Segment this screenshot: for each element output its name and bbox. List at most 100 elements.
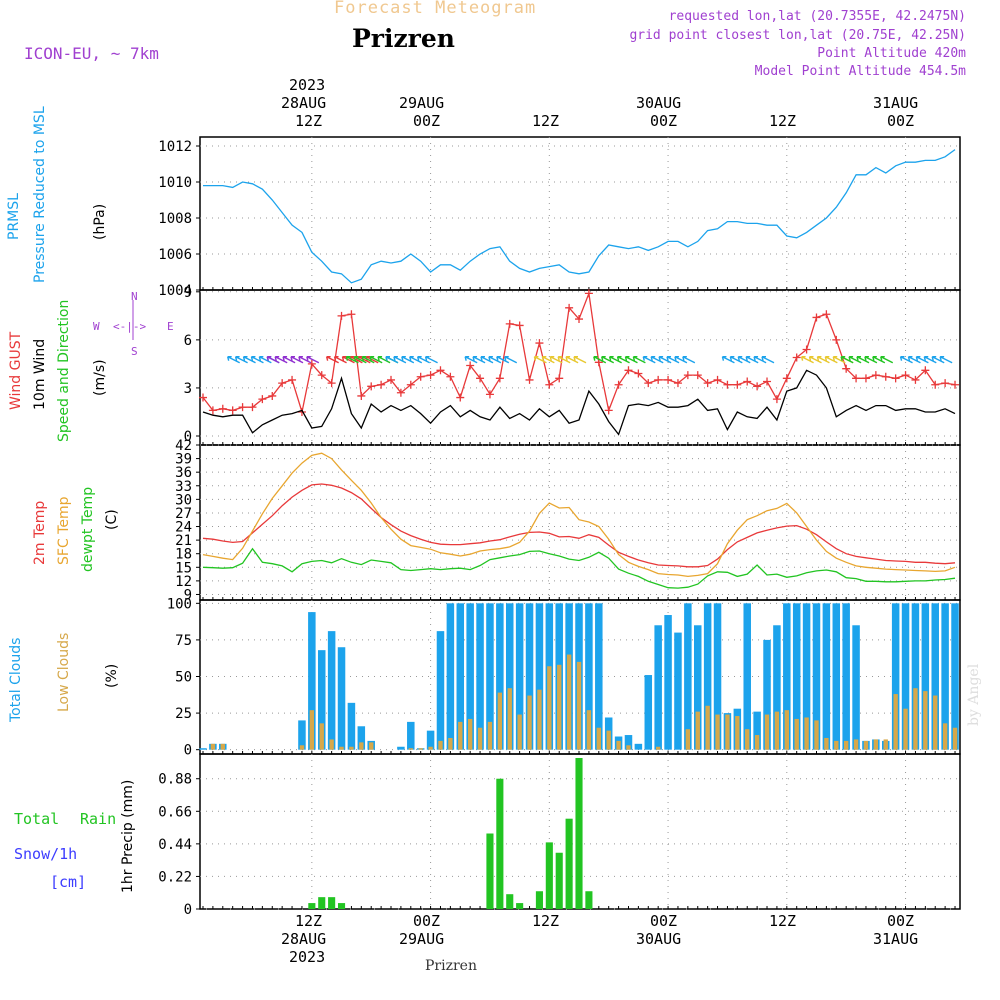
cloud-low-bar <box>448 737 453 750</box>
wind-arrow <box>745 355 759 364</box>
cloud-low-bar <box>428 746 433 750</box>
wind-arrow <box>325 355 339 364</box>
gust-marker <box>703 379 712 388</box>
wind-arrow <box>642 355 656 364</box>
tick-label-pressure: 1010 <box>158 175 192 191</box>
tick-label-precip: 0.22 <box>158 869 192 885</box>
wind-arrow <box>361 355 375 364</box>
cloud-total-bar <box>446 603 455 750</box>
cloud-total-bar <box>624 735 633 750</box>
cloud-low-bar <box>557 664 562 750</box>
cloud-total-bar <box>773 625 781 750</box>
gust-marker <box>199 393 207 402</box>
precip-bar <box>585 891 593 909</box>
top-hour-12z-3: 12Z <box>769 112 797 130</box>
gust-marker <box>812 313 821 322</box>
gust-marker <box>861 374 870 383</box>
cloud-low-bar <box>517 714 522 750</box>
cloud-total-bar <box>921 603 930 750</box>
cloud-low-bar <box>477 727 483 750</box>
cloud-low-bar <box>319 723 324 750</box>
wind-gust-label: Wind GUST <box>8 331 24 410</box>
cloud-total-bar <box>466 603 474 750</box>
cloud-low-bar <box>834 740 839 750</box>
cloud-total-bar <box>515 603 524 750</box>
cloud-low-bar <box>844 740 849 750</box>
tick-label-clouds: 100 <box>167 596 192 612</box>
cloud-total-bar <box>852 625 860 750</box>
tick-label-precip: 0 <box>184 902 192 918</box>
wind-arrow <box>472 355 486 364</box>
cloud-low-bar <box>695 711 700 750</box>
cloud-total-bar <box>317 650 326 750</box>
cloud-total-bar <box>703 603 712 750</box>
wind-arrow <box>504 355 518 364</box>
gust-marker <box>327 379 336 388</box>
compass-symbol: <-|-> <box>113 320 147 333</box>
top-day-31aug: 31AUG <box>873 94 919 112</box>
cloud-total-bar <box>308 612 316 750</box>
gust-marker <box>891 374 900 383</box>
cloud-total-bar <box>496 603 504 750</box>
series-line-10m-wind <box>202 369 956 436</box>
tick-label-wind: 9 <box>184 285 192 301</box>
cloud-total-bar <box>476 603 484 750</box>
tick-label-precip: 0.44 <box>158 837 192 853</box>
cloud-low-bar <box>369 742 374 750</box>
wind-arrow <box>753 355 767 364</box>
gust-marker <box>584 289 593 298</box>
cloud-low-bar <box>804 717 809 750</box>
precip-total-label: Total <box>14 810 60 828</box>
wind-arrow <box>298 355 312 364</box>
wind-arrow <box>824 355 838 364</box>
precip-bar <box>545 842 553 909</box>
bottom-hour-12z-3: 12Z <box>769 912 797 930</box>
bottom-day-28aug: 28AUG <box>281 930 327 948</box>
pressure-unit: (hPa) <box>92 203 108 240</box>
tick-label-temperature: 39 <box>175 452 192 468</box>
gust-marker <box>693 371 702 380</box>
cloud-low-bar <box>527 695 532 750</box>
compass-south: S <box>131 345 138 358</box>
cloud-low-bar <box>824 737 829 750</box>
top-day-30aug: 30AUG <box>636 94 682 112</box>
wind-arrow <box>488 355 502 364</box>
wind-arrow <box>533 355 547 364</box>
bottom-hour-00z-3: 00Z <box>887 912 915 930</box>
cloud-low-bar <box>497 692 503 750</box>
precip-bar <box>308 903 316 909</box>
wind-arrow <box>848 355 862 364</box>
cloud-total-bar <box>911 603 920 750</box>
cloud-total-bar <box>535 603 544 750</box>
cloud-low-bar <box>705 705 710 750</box>
cloud-total-bar <box>664 615 672 750</box>
cloud-total-bar <box>397 746 405 750</box>
cloud-low-bar <box>438 740 443 750</box>
wind-arrow <box>632 355 646 364</box>
tick-label-temperature: 21 <box>175 533 192 549</box>
cloud-total-bar <box>654 625 662 750</box>
gust-marker <box>258 395 267 404</box>
cloud-total-bar <box>792 603 801 750</box>
cloud-total-bar <box>456 603 465 750</box>
gust-marker <box>822 310 831 319</box>
cloud-low-bar <box>893 694 898 750</box>
precip-bar <box>535 891 543 909</box>
gust-marker <box>228 406 237 415</box>
gust-marker <box>377 380 386 389</box>
cloud-low-bar <box>566 654 572 750</box>
wind-arrow <box>341 355 355 364</box>
cloud-total-bar <box>842 603 850 750</box>
wind-arrow <box>393 355 407 364</box>
cloud-total-bar <box>951 603 959 750</box>
header-grid-point: grid point closest lon,lat (20.75E, 42.2… <box>629 28 966 43</box>
top-day-28aug: 28AUG <box>281 94 327 112</box>
wind-arrow <box>608 355 622 364</box>
cloud-low-bar <box>754 735 760 750</box>
series-line-dewpt-temp <box>202 547 956 589</box>
gust-marker <box>416 372 425 381</box>
top-hour-12z-2: 12Z <box>532 112 560 130</box>
gust-marker <box>614 380 623 389</box>
tick-label-precip: 0.66 <box>158 804 192 820</box>
